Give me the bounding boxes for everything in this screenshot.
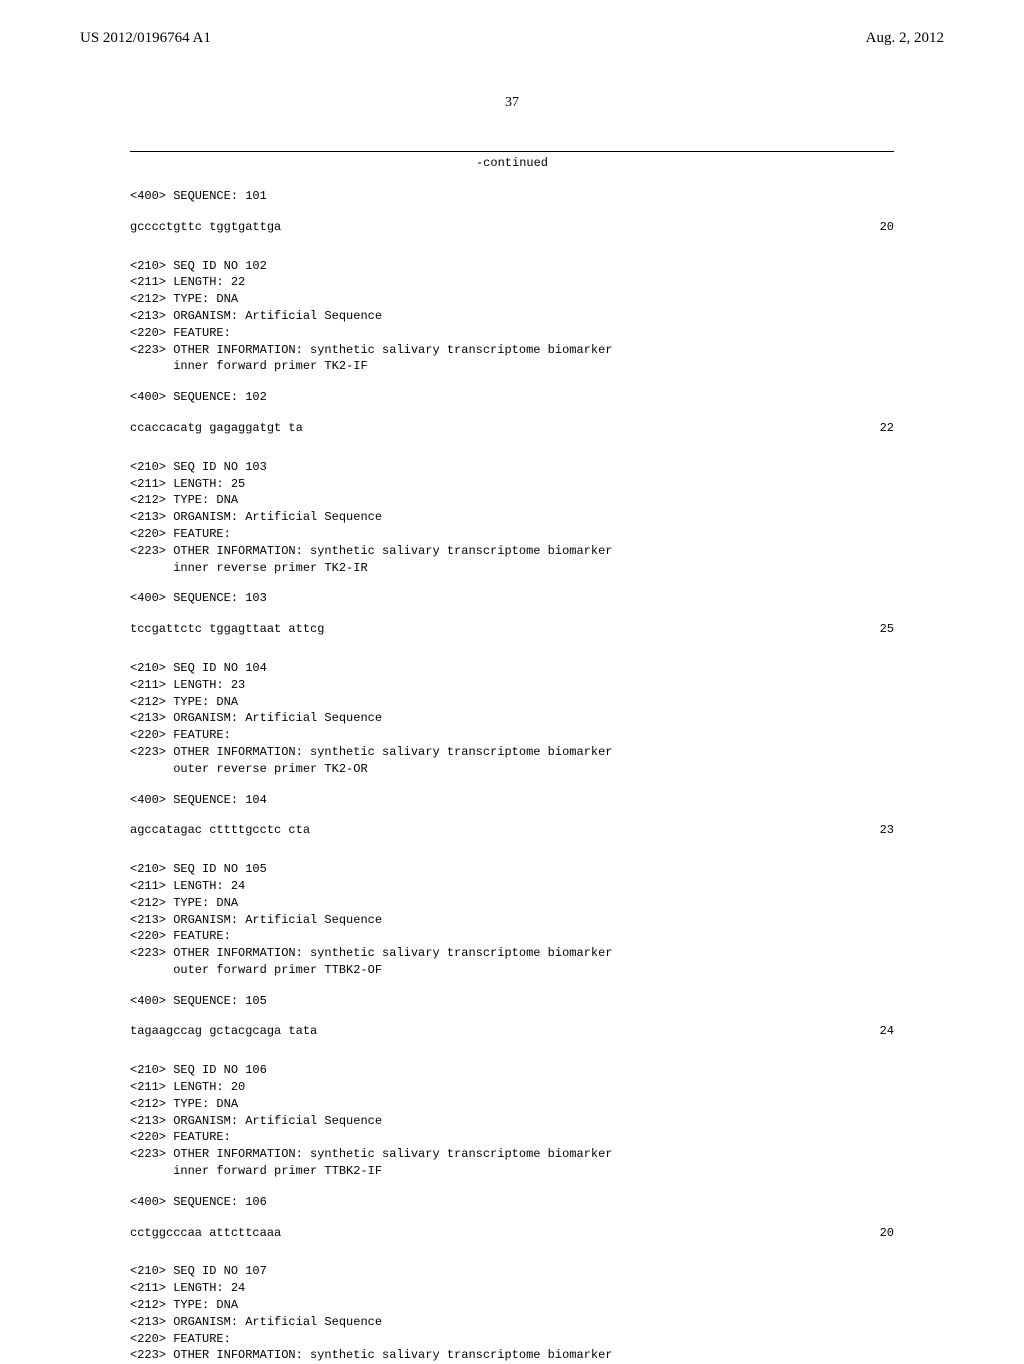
seq-meta-line: <210> SEQ ID NO 107 [130,1263,894,1280]
sequence-line: cctggcccaa attcttcaaa 20 [130,1225,894,1242]
seq-meta-line: inner forward primer TK2-IF [130,358,894,375]
seq-meta-line: inner reverse primer TK2-IR [130,560,894,577]
seq-400-header: <400> SEQUENCE: 106 [130,1194,894,1211]
document-number: US 2012/0196764 A1 [80,30,211,47]
publication-date: Aug. 2, 2012 [866,30,944,47]
seq-meta-line: <223> OTHER INFORMATION: synthetic saliv… [130,945,894,962]
sequence-line: tagaagccag gctacgcaga tata 24 [130,1023,894,1040]
seq-meta-line: <223> OTHER INFORMATION: synthetic saliv… [130,543,894,560]
seq-meta-line: <212> TYPE: DNA [130,291,894,308]
sequence-entry: <210> SEQ ID NO 107 <211> LENGTH: 24 <21… [130,1263,894,1364]
seq-meta-line: <211> LENGTH: 22 [130,274,894,291]
page-number: 37 [0,95,1024,111]
seq-400-header: <400> SEQUENCE: 102 [130,389,894,406]
seq-meta-line: <211> LENGTH: 24 [130,878,894,895]
seq-meta-line: <213> ORGANISM: Artificial Sequence [130,912,894,929]
sequence-text: tagaagccag gctacgcaga tata [130,1023,317,1040]
seq-meta-line: <213> ORGANISM: Artificial Sequence [130,308,894,325]
sequence-position: 20 [880,1225,894,1242]
seq-meta-line: <213> ORGANISM: Artificial Sequence [130,1113,894,1130]
seq-meta-line: <213> ORGANISM: Artificial Sequence [130,509,894,526]
seq-meta-line: inner forward primer TTBK2-IF [130,1163,894,1180]
seq-meta-line: <212> TYPE: DNA [130,694,894,711]
seq-meta-line: <211> LENGTH: 24 [130,1280,894,1297]
sequence-position: 23 [880,822,894,839]
seq-meta-line: <211> LENGTH: 23 [130,677,894,694]
seq-400-header: <400> SEQUENCE: 101 [130,188,894,205]
seq-400-header: <400> SEQUENCE: 103 [130,590,894,607]
sequence-line: ccaccacatg gagaggatgt ta 22 [130,420,894,437]
seq-meta-line: outer reverse primer TK2-OR [130,761,894,778]
seq-meta-line: <212> TYPE: DNA [130,1096,894,1113]
seq-meta-line: <220> FEATURE: [130,727,894,744]
seq-meta-line: outer forward primer TTBK2-OF [130,962,894,979]
sequence-text: tccgattctc tggagttaat attcg [130,621,324,638]
sequence-line: gcccctgttc tggtgattga 20 [130,219,894,236]
seq-meta-line: <223> OTHER INFORMATION: synthetic saliv… [130,744,894,761]
sequence-entry: <400> SEQUENCE: 101 gcccctgttc tggtgattg… [130,188,894,236]
seq-400-header: <400> SEQUENCE: 104 [130,792,894,809]
seq-meta-line: <220> FEATURE: [130,928,894,945]
sequence-position: 20 [880,219,894,236]
sequence-line: agccatagac cttttgcctc cta 23 [130,822,894,839]
seq-meta-line: <223> OTHER INFORMATION: synthetic saliv… [130,342,894,359]
seq-meta-line: <212> TYPE: DNA [130,895,894,912]
sequence-line: tccgattctc tggagttaat attcg 25 [130,621,894,638]
seq-meta-line: <210> SEQ ID NO 105 [130,861,894,878]
sequence-listing: <400> SEQUENCE: 101 gcccctgttc tggtgattg… [130,188,894,1364]
seq-meta-line: <210> SEQ ID NO 103 [130,459,894,476]
sequence-text: agccatagac cttttgcctc cta [130,822,310,839]
seq-meta-line: <213> ORGANISM: Artificial Sequence [130,710,894,727]
sequence-position: 22 [880,420,894,437]
sequence-entry: <210> SEQ ID NO 105 <211> LENGTH: 24 <21… [130,861,894,1040]
seq-meta-line: <212> TYPE: DNA [130,492,894,509]
sequence-entry: <210> SEQ ID NO 103 <211> LENGTH: 25 <21… [130,459,894,638]
seq-meta-line: <223> OTHER INFORMATION: synthetic saliv… [130,1146,894,1163]
seq-meta-line: <211> LENGTH: 20 [130,1079,894,1096]
seq-meta-line: <210> SEQ ID NO 102 [130,258,894,275]
sequence-text: gcccctgttc tggtgattga [130,219,281,236]
sequence-entry: <210> SEQ ID NO 104 <211> LENGTH: 23 <21… [130,660,894,839]
seq-meta-line: <211> LENGTH: 25 [130,476,894,493]
seq-meta-line: <223> OTHER INFORMATION: synthetic saliv… [130,1347,894,1364]
sequence-text: cctggcccaa attcttcaaa [130,1225,281,1242]
seq-meta-line: <220> FEATURE: [130,1129,894,1146]
sequence-entry: <210> SEQ ID NO 102 <211> LENGTH: 22 <21… [130,258,894,437]
seq-meta-line: <210> SEQ ID NO 104 [130,660,894,677]
seq-meta-line: <220> FEATURE: [130,1331,894,1348]
seq-meta-line: <212> TYPE: DNA [130,1297,894,1314]
seq-meta-line: <210> SEQ ID NO 106 [130,1062,894,1079]
seq-meta-line: <213> ORGANISM: Artificial Sequence [130,1314,894,1331]
continued-divider-top [130,151,894,152]
seq-400-header: <400> SEQUENCE: 105 [130,993,894,1010]
seq-meta-line: <220> FEATURE: [130,325,894,342]
sequence-position: 25 [880,621,894,638]
sequence-text: ccaccacatg gagaggatgt ta [130,420,303,437]
seq-meta-line: <220> FEATURE: [130,526,894,543]
continued-label: -continued [0,156,1024,170]
sequence-entry: <210> SEQ ID NO 106 <211> LENGTH: 20 <21… [130,1062,894,1241]
sequence-position: 24 [880,1023,894,1040]
page-header: US 2012/0196764 A1 Aug. 2, 2012 [0,0,1024,47]
